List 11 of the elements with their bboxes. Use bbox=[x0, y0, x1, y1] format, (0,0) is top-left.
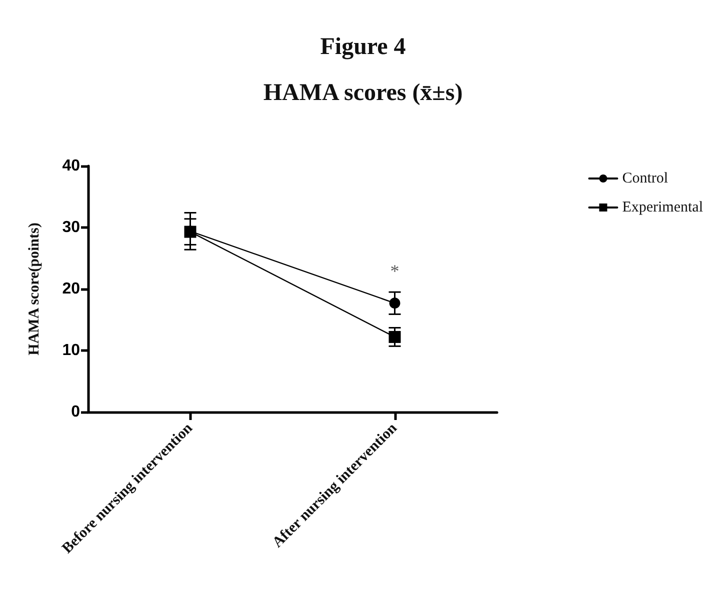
y-tick-label: 0 bbox=[71, 404, 80, 420]
y-tick-label: 30 bbox=[62, 219, 80, 236]
legend-label: Experimental bbox=[622, 200, 704, 216]
chart-title: Figure 4 bbox=[320, 34, 406, 60]
annotation: * bbox=[390, 261, 400, 282]
y-axis-title: HAMA score(points) bbox=[26, 222, 42, 356]
y-tick-label: 40 bbox=[62, 158, 80, 174]
y-tick-label: 10 bbox=[62, 342, 80, 359]
legend-label: Control bbox=[622, 170, 668, 186]
chart-subtitle: HAMA scores (x̄±s) bbox=[263, 80, 463, 106]
y-tick-label: 20 bbox=[62, 280, 80, 298]
